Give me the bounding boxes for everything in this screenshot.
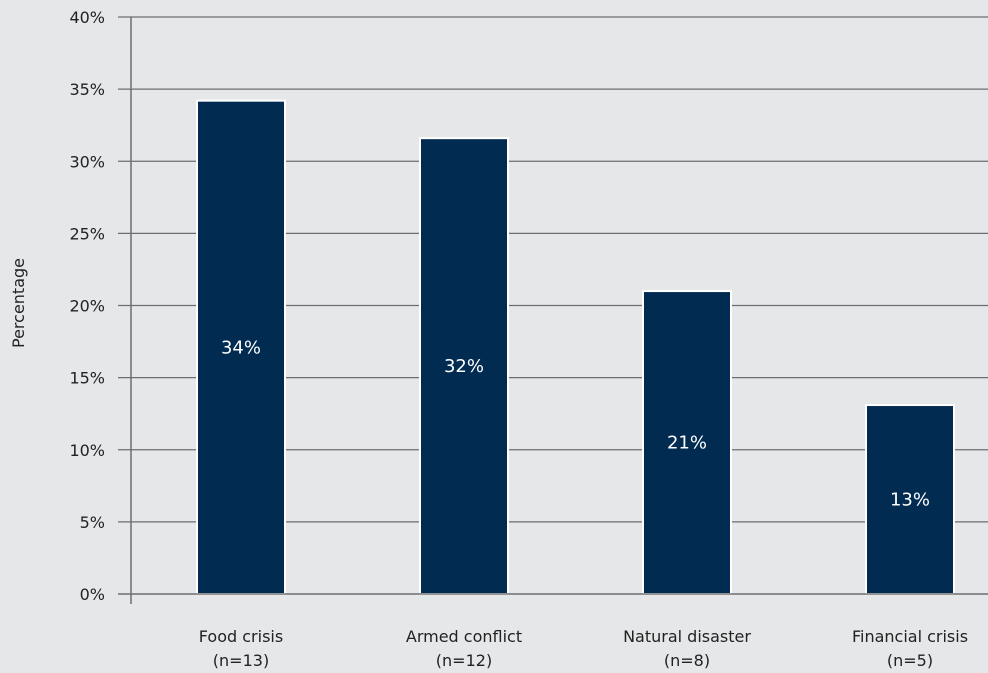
axes	[118, 17, 988, 604]
y-axis-title: Percentage	[9, 258, 28, 348]
bar-data-label: 32%	[444, 356, 484, 377]
x-category-label: Food crisis	[199, 627, 283, 646]
x-category-count: (n=12)	[436, 651, 492, 670]
y-tick-label: 15%	[69, 369, 105, 388]
bar	[642, 290, 732, 595]
bar	[865, 404, 955, 595]
y-tick-label: 5%	[80, 513, 105, 532]
y-tick-label: 0%	[80, 585, 105, 604]
bar-data-label: 13%	[890, 490, 930, 511]
bar	[196, 99, 286, 595]
y-tick-label: 20%	[69, 297, 105, 316]
y-tick-label: 35%	[69, 80, 105, 99]
y-tick-label: 30%	[69, 152, 105, 171]
bar-data-label: 21%	[667, 433, 707, 454]
x-category-label: Financial crisis	[852, 627, 968, 646]
x-category-label: Armed conflict	[406, 627, 522, 646]
x-category-label: Natural disaster	[623, 627, 751, 646]
x-category-count: (n=5)	[887, 651, 933, 670]
bars: 34% 32% 21% 13%	[196, 99, 955, 595]
x-category-labels: Food crisis (n=13) Armed conflict (n=12) Nat…	[199, 627, 968, 670]
y-tick-label: 10%	[69, 441, 105, 460]
bar-data-label: 34%	[221, 337, 261, 358]
y-tick-label: 40%	[69, 8, 105, 27]
y-tick-label: 25%	[69, 224, 105, 243]
bar	[419, 137, 509, 595]
x-category-count: (n=8)	[664, 651, 710, 670]
x-category-count: (n=13)	[213, 651, 269, 670]
y-tick-labels: 0% 5% 10% 15% 20% 25% 30% 35% 40%	[69, 8, 105, 604]
